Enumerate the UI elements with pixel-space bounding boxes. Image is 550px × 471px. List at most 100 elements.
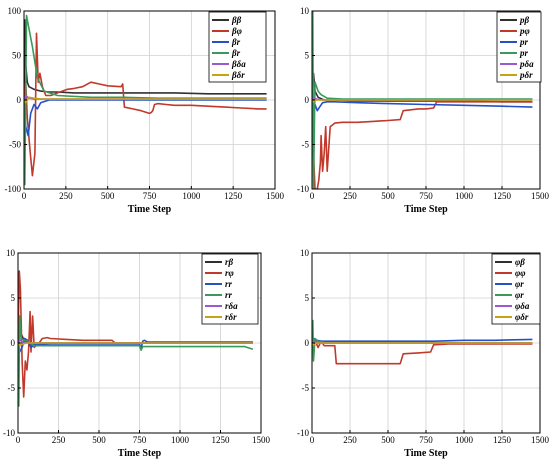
series-line-6 [24, 96, 267, 104]
legend-label: ββ [231, 15, 242, 25]
legend-label: βδr [231, 70, 245, 80]
legend-label: rδr [225, 312, 237, 322]
x-tick-label: 750 [133, 435, 147, 445]
legend-label: pr [519, 37, 529, 47]
x-axis-label: Time Step [404, 204, 448, 215]
x-tick-label: 500 [381, 191, 395, 201]
x-tick-label: 1250 [493, 191, 512, 201]
series-group [312, 11, 533, 189]
y-tick-label: 0 [305, 95, 310, 105]
y-tick-label: 10 [300, 248, 310, 258]
series-line-6 [312, 342, 533, 346]
legend-label: rr [225, 290, 233, 300]
x-tick-label: 1250 [212, 435, 231, 445]
x-tick-label: 750 [419, 435, 433, 445]
legend-label: rφ [225, 268, 234, 278]
y-tick-label: -10 [297, 428, 309, 438]
subplot-4: 0 250 500 750 1000 1250 1500 -10 -5 0 5 10 Time Step… [297, 248, 550, 459]
series-line-1 [24, 19, 267, 101]
legend-label: φδr [515, 312, 529, 322]
legend-box [208, 11, 267, 83]
series-line-4 [18, 315, 254, 407]
legend-label: φr [515, 290, 524, 300]
x-tick-label: 750 [419, 191, 433, 201]
legend-label: βr [231, 37, 241, 47]
legend-label: φβ [515, 257, 525, 267]
x-axis-label: Time Step [128, 204, 172, 215]
subplot-3: 0 250 500 750 1000 1250 1500 -10 -5 0 5 10 Time Step… [3, 248, 271, 459]
y-tick-label: 10 [300, 6, 310, 16]
legend-label: pδa [519, 59, 534, 69]
y-tick-label: -5 [8, 383, 16, 393]
x-tick-label: 0 [310, 191, 315, 201]
x-tick-label: 1500 [531, 435, 550, 445]
legend-label: rβ [225, 257, 234, 267]
series-line-2 [312, 339, 533, 365]
x-tick-label: 1000 [455, 435, 474, 445]
series-line-2 [24, 32, 267, 177]
series-line-4 [24, 14, 267, 186]
series-group [24, 14, 267, 186]
legend-label: rδa [225, 301, 238, 311]
legend-label: pr [519, 48, 529, 58]
x-axis-label: Time Step [118, 448, 162, 459]
legend-label: βφ [231, 26, 242, 36]
legend-label: pφ [519, 26, 530, 36]
legend-label: pβ [519, 15, 530, 25]
y-tick-label: -10 [297, 184, 309, 194]
legend-box [491, 253, 541, 325]
subplot-2: 0 250 500 750 1000 1250 1500 -10 -5 0 5 10 Time Step… [297, 6, 550, 215]
x-tick-label: 250 [52, 435, 66, 445]
series-line-2 [312, 99, 533, 189]
y-tick-label: -50 [9, 140, 21, 150]
y-tick-label: 0 [17, 95, 22, 105]
x-tick-label: 0 [310, 435, 315, 445]
y-tick-label: -100 [5, 184, 22, 194]
x-tick-label: 1000 [182, 191, 201, 201]
legend-box [201, 253, 259, 325]
subplot-1: 0 250 500 750 1000 1250 1500 -100 -50 0 50 100 Time … [5, 6, 285, 215]
series-group [18, 270, 254, 407]
x-tick-label: 1000 [171, 435, 190, 445]
y-tick-label: 10 [6, 248, 16, 258]
x-tick-label: 1250 [224, 191, 243, 201]
x-tick-label: 1250 [493, 435, 512, 445]
y-tick-label: 0 [305, 338, 310, 348]
x-tick-label: 1000 [455, 191, 474, 201]
y-tick-label: 5 [11, 293, 16, 303]
series-line-6 [18, 342, 253, 347]
x-tick-label: 0 [16, 435, 21, 445]
series-line-3 [24, 99, 267, 137]
legend-box [496, 11, 542, 83]
legend-label: βδa [231, 59, 246, 69]
x-tick-label: 500 [381, 435, 395, 445]
legend-label: pδr [519, 70, 533, 80]
y-tick-label: -5 [302, 140, 310, 150]
y-tick-label: 5 [305, 293, 310, 303]
legend-label: φδa [515, 301, 530, 311]
legend-label: φr [515, 279, 524, 289]
y-tick-label: 100 [8, 6, 22, 16]
x-tick-label: 500 [101, 191, 115, 201]
x-tick-label: 1500 [531, 191, 550, 201]
legend-label: rr [225, 279, 233, 289]
y-tick-label: -5 [302, 383, 310, 393]
x-tick-label: 250 [343, 435, 357, 445]
x-axis-label: Time Step [404, 448, 448, 459]
x-tick-label: 1500 [266, 191, 285, 201]
x-tick-label: 750 [143, 191, 157, 201]
series-line-4 [312, 11, 533, 189]
y-tick-label: 5 [305, 51, 310, 61]
legend-label: φφ [515, 268, 526, 278]
series-group [312, 319, 533, 365]
y-tick-label: 0 [11, 338, 16, 348]
x-tick-label: 1500 [252, 435, 271, 445]
y-tick-label: -10 [3, 428, 15, 438]
x-tick-label: 500 [92, 435, 106, 445]
legend-label: βr [231, 48, 241, 58]
series-line-6 [312, 99, 533, 103]
